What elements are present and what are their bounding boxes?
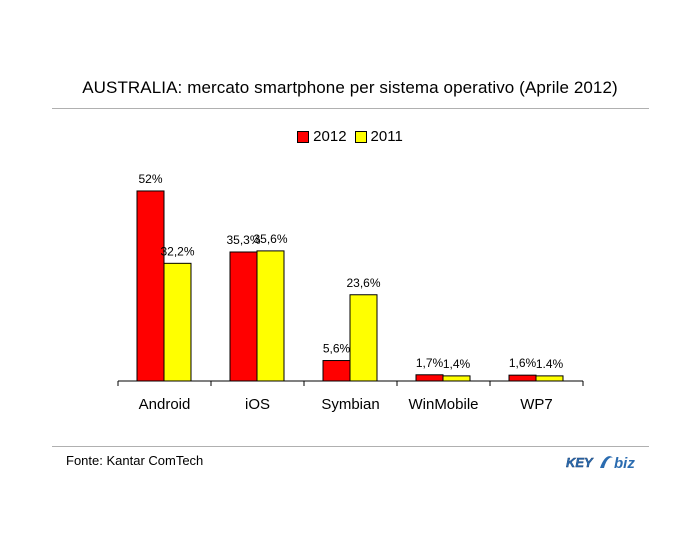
data-label: 1,7%	[416, 356, 444, 370]
legend-item-2011: 2011	[354, 128, 403, 145]
legend: 2012 2011	[0, 128, 700, 145]
bar-2012-ios	[229, 251, 258, 382]
data-label: 35,6%	[253, 232, 287, 246]
data-label: 23,6%	[346, 276, 380, 290]
bar-2011-ios	[256, 250, 285, 382]
logo-swoosh-icon	[600, 456, 613, 468]
chart-title: AUSTRALIA: mercato smartphone per sistem…	[82, 78, 618, 97]
legend-swatch-2011	[354, 130, 367, 143]
logo-biz-text: biz	[614, 455, 635, 472]
x-tick-label: WinMobile	[408, 396, 478, 413]
x-tick-label: iOS	[245, 396, 270, 413]
data-label: 32,2%	[160, 244, 194, 258]
x-tick-label: Android	[139, 396, 191, 413]
legend-item-2012: 2012	[297, 128, 347, 145]
logo-key-text: KEY	[566, 455, 594, 470]
legend-label-2012: 2012	[313, 128, 347, 145]
bar-2011-wp7	[535, 375, 564, 382]
bar-2011-symbian	[349, 294, 378, 382]
data-label: 5,6%	[323, 342, 351, 356]
top-divider	[52, 108, 649, 109]
source-note: Fonte: Kantar ComTech	[66, 453, 204, 468]
data-label: 1,4%	[443, 357, 471, 371]
data-label: 1,6%	[509, 356, 537, 370]
x-tick-label: Symbian	[321, 396, 379, 413]
bar-2012-wp7	[508, 374, 537, 382]
legend-label-2011: 2011	[370, 128, 403, 145]
key4biz-logo: KEY biz	[566, 455, 635, 472]
legend-swatch-2012	[297, 130, 310, 143]
data-label: 35,3%	[226, 233, 260, 247]
bar-2011-android	[163, 262, 192, 382]
x-tick-label: WP7	[520, 396, 553, 413]
data-label: 1.4%	[536, 357, 564, 371]
bar-2012-winmobile	[415, 374, 444, 382]
bottom-divider	[52, 446, 649, 447]
bar-2012-android	[136, 190, 165, 382]
data-label: 52%	[138, 172, 162, 186]
bar-2012-symbian	[322, 360, 351, 382]
bar-2011-winmobile	[442, 375, 471, 382]
